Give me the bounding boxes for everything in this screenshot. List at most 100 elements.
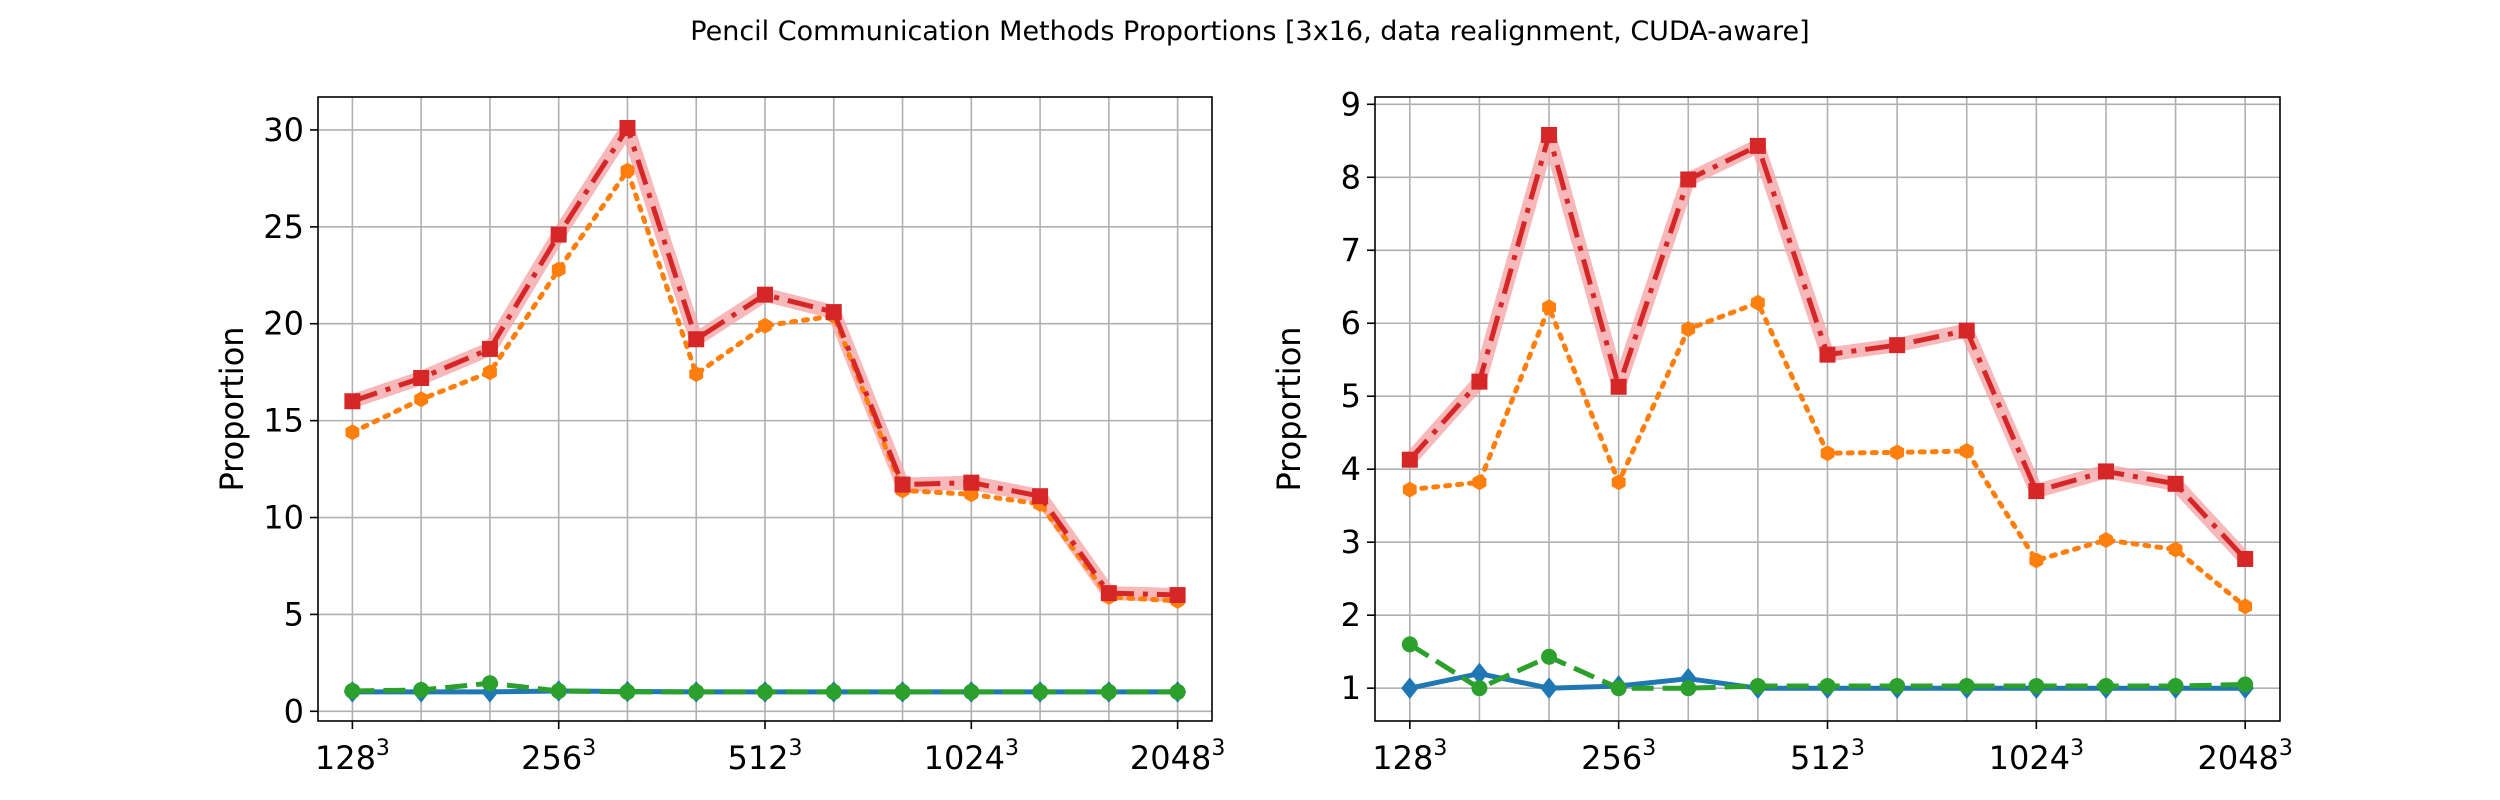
- data-point-green: [688, 683, 705, 700]
- data-point-orange: [620, 162, 635, 179]
- data-point-orange: [1751, 294, 1765, 311]
- data-point-red: [1610, 378, 1627, 395]
- data-point-green: [2237, 676, 2254, 693]
- data-point-green: [963, 683, 980, 700]
- data-point-orange: [1890, 444, 1904, 461]
- data-point-red: [1401, 451, 1418, 468]
- data-point-green: [1819, 677, 1836, 694]
- y-tick-label: 3: [1341, 523, 1361, 561]
- data-point-blue: [1401, 677, 1419, 699]
- x-tick-label: 1283: [315, 736, 390, 777]
- x-tick-label: 20483: [2197, 736, 2292, 777]
- y-tick-label: 1: [1341, 669, 1361, 707]
- data-point-green: [1958, 677, 1975, 694]
- y-tick-label: 5: [1341, 377, 1361, 415]
- x-tick-label: 10243: [924, 736, 1019, 777]
- data-point-orange: [1542, 299, 1556, 316]
- data-point-orange: [345, 424, 360, 441]
- data-point-orange: [2029, 552, 2044, 569]
- data-point-blue: [1470, 662, 1489, 685]
- y-tick-label: 0: [284, 692, 304, 730]
- data-point-green: [2167, 677, 2184, 694]
- data-point-orange: [1820, 445, 1835, 462]
- data-point-green: [1401, 636, 1418, 653]
- data-point-red: [413, 369, 430, 386]
- y-tick-label: 25: [263, 208, 304, 246]
- data-point-green: [2028, 677, 2045, 694]
- data-point-red: [1169, 587, 1186, 604]
- data-point-red: [1100, 585, 1117, 602]
- data-point-green: [1100, 683, 1117, 700]
- x-tick-label: 1283: [1372, 736, 1447, 777]
- data-point-red: [1749, 137, 1766, 154]
- data-point-red: [619, 120, 636, 137]
- data-point-orange: [689, 366, 704, 383]
- data-point-green: [344, 682, 361, 699]
- y-tick-label: 6: [1341, 304, 1361, 342]
- data-point-green: [1032, 683, 1049, 700]
- data-point-red: [688, 331, 705, 348]
- data-point-green: [757, 683, 773, 700]
- y-tick-label: 4: [1341, 450, 1361, 488]
- data-point-orange: [1611, 474, 1626, 491]
- data-point-green: [1889, 677, 1906, 694]
- data-point-red: [1819, 346, 1836, 363]
- x-tick-label: 2563: [521, 736, 596, 777]
- y-tick-label: 5: [284, 595, 304, 633]
- data-point-orange: [1681, 321, 1696, 338]
- data-point-red: [757, 286, 773, 303]
- data-point-red: [2028, 483, 2045, 500]
- data-point-orange: [1959, 443, 1974, 459]
- y-axis-label: Proportion: [213, 326, 251, 491]
- data-point-red: [825, 304, 842, 321]
- data-point-orange: [483, 364, 497, 381]
- data-point-green: [1749, 677, 1766, 694]
- data-point-green: [481, 675, 498, 692]
- data-point-green: [1541, 648, 1558, 665]
- data-point-red: [1958, 322, 1975, 339]
- data-point-orange: [758, 317, 772, 334]
- y-tick-label: 2: [1341, 596, 1361, 634]
- y-tick-label: 30: [263, 111, 304, 149]
- x-tick-label: 10243: [1989, 736, 2084, 777]
- data-point-red: [550, 226, 567, 243]
- data-point-red: [1032, 488, 1049, 505]
- data-point-green: [2097, 677, 2114, 694]
- y-tick-label: 9: [1341, 85, 1361, 123]
- y-tick-label: 20: [263, 305, 304, 343]
- data-point-green: [1169, 683, 1186, 700]
- data-point-green: [413, 681, 430, 698]
- data-point-orange: [551, 261, 566, 278]
- data-point-orange: [2099, 532, 2113, 548]
- data-point-green: [619, 683, 636, 700]
- left-chart-panel: 0 5 10 15 20 25 30 1283 2563 5123 10243 20483 Propor…: [213, 96, 1225, 777]
- x-tick-label: 5123: [727, 736, 802, 777]
- figure-title: Pencil Communication Methods Proportions…: [690, 16, 1809, 47]
- x-tick-label: 5123: [1790, 736, 1865, 777]
- axes-frame: [317, 96, 1213, 722]
- data-point-red: [344, 393, 361, 410]
- data-point-green: [1471, 680, 1488, 697]
- data-point-orange: [2168, 541, 2183, 558]
- data-point-red: [1889, 337, 1906, 354]
- data-point-red: [2097, 463, 2114, 480]
- data-point-orange: [414, 391, 429, 408]
- data-point-orange: [1402, 481, 1417, 498]
- y-tick-label: 7: [1341, 231, 1361, 269]
- data-point-blue: [1540, 677, 1558, 699]
- y-tick-label: 10: [263, 499, 304, 537]
- data-point-red: [2167, 475, 2184, 492]
- data-point-red: [1541, 126, 1558, 143]
- axes-frame: [1374, 96, 2281, 722]
- data-point-red: [1471, 373, 1488, 390]
- data-point-red: [481, 340, 498, 357]
- x-tick-label: 2563: [1581, 736, 1656, 777]
- data-point-orange: [1472, 474, 1487, 491]
- data-point-red: [2237, 550, 2254, 567]
- data-point-green: [1610, 680, 1627, 697]
- y-tick-label: 8: [1341, 158, 1361, 196]
- data-point-red: [894, 476, 911, 493]
- right-chart-panel: 1 2 3 4 5 6 7 8 9 1283 2563 5123 10243 20483 Proportio…: [1270, 85, 2293, 777]
- data-point-red: [1680, 171, 1697, 188]
